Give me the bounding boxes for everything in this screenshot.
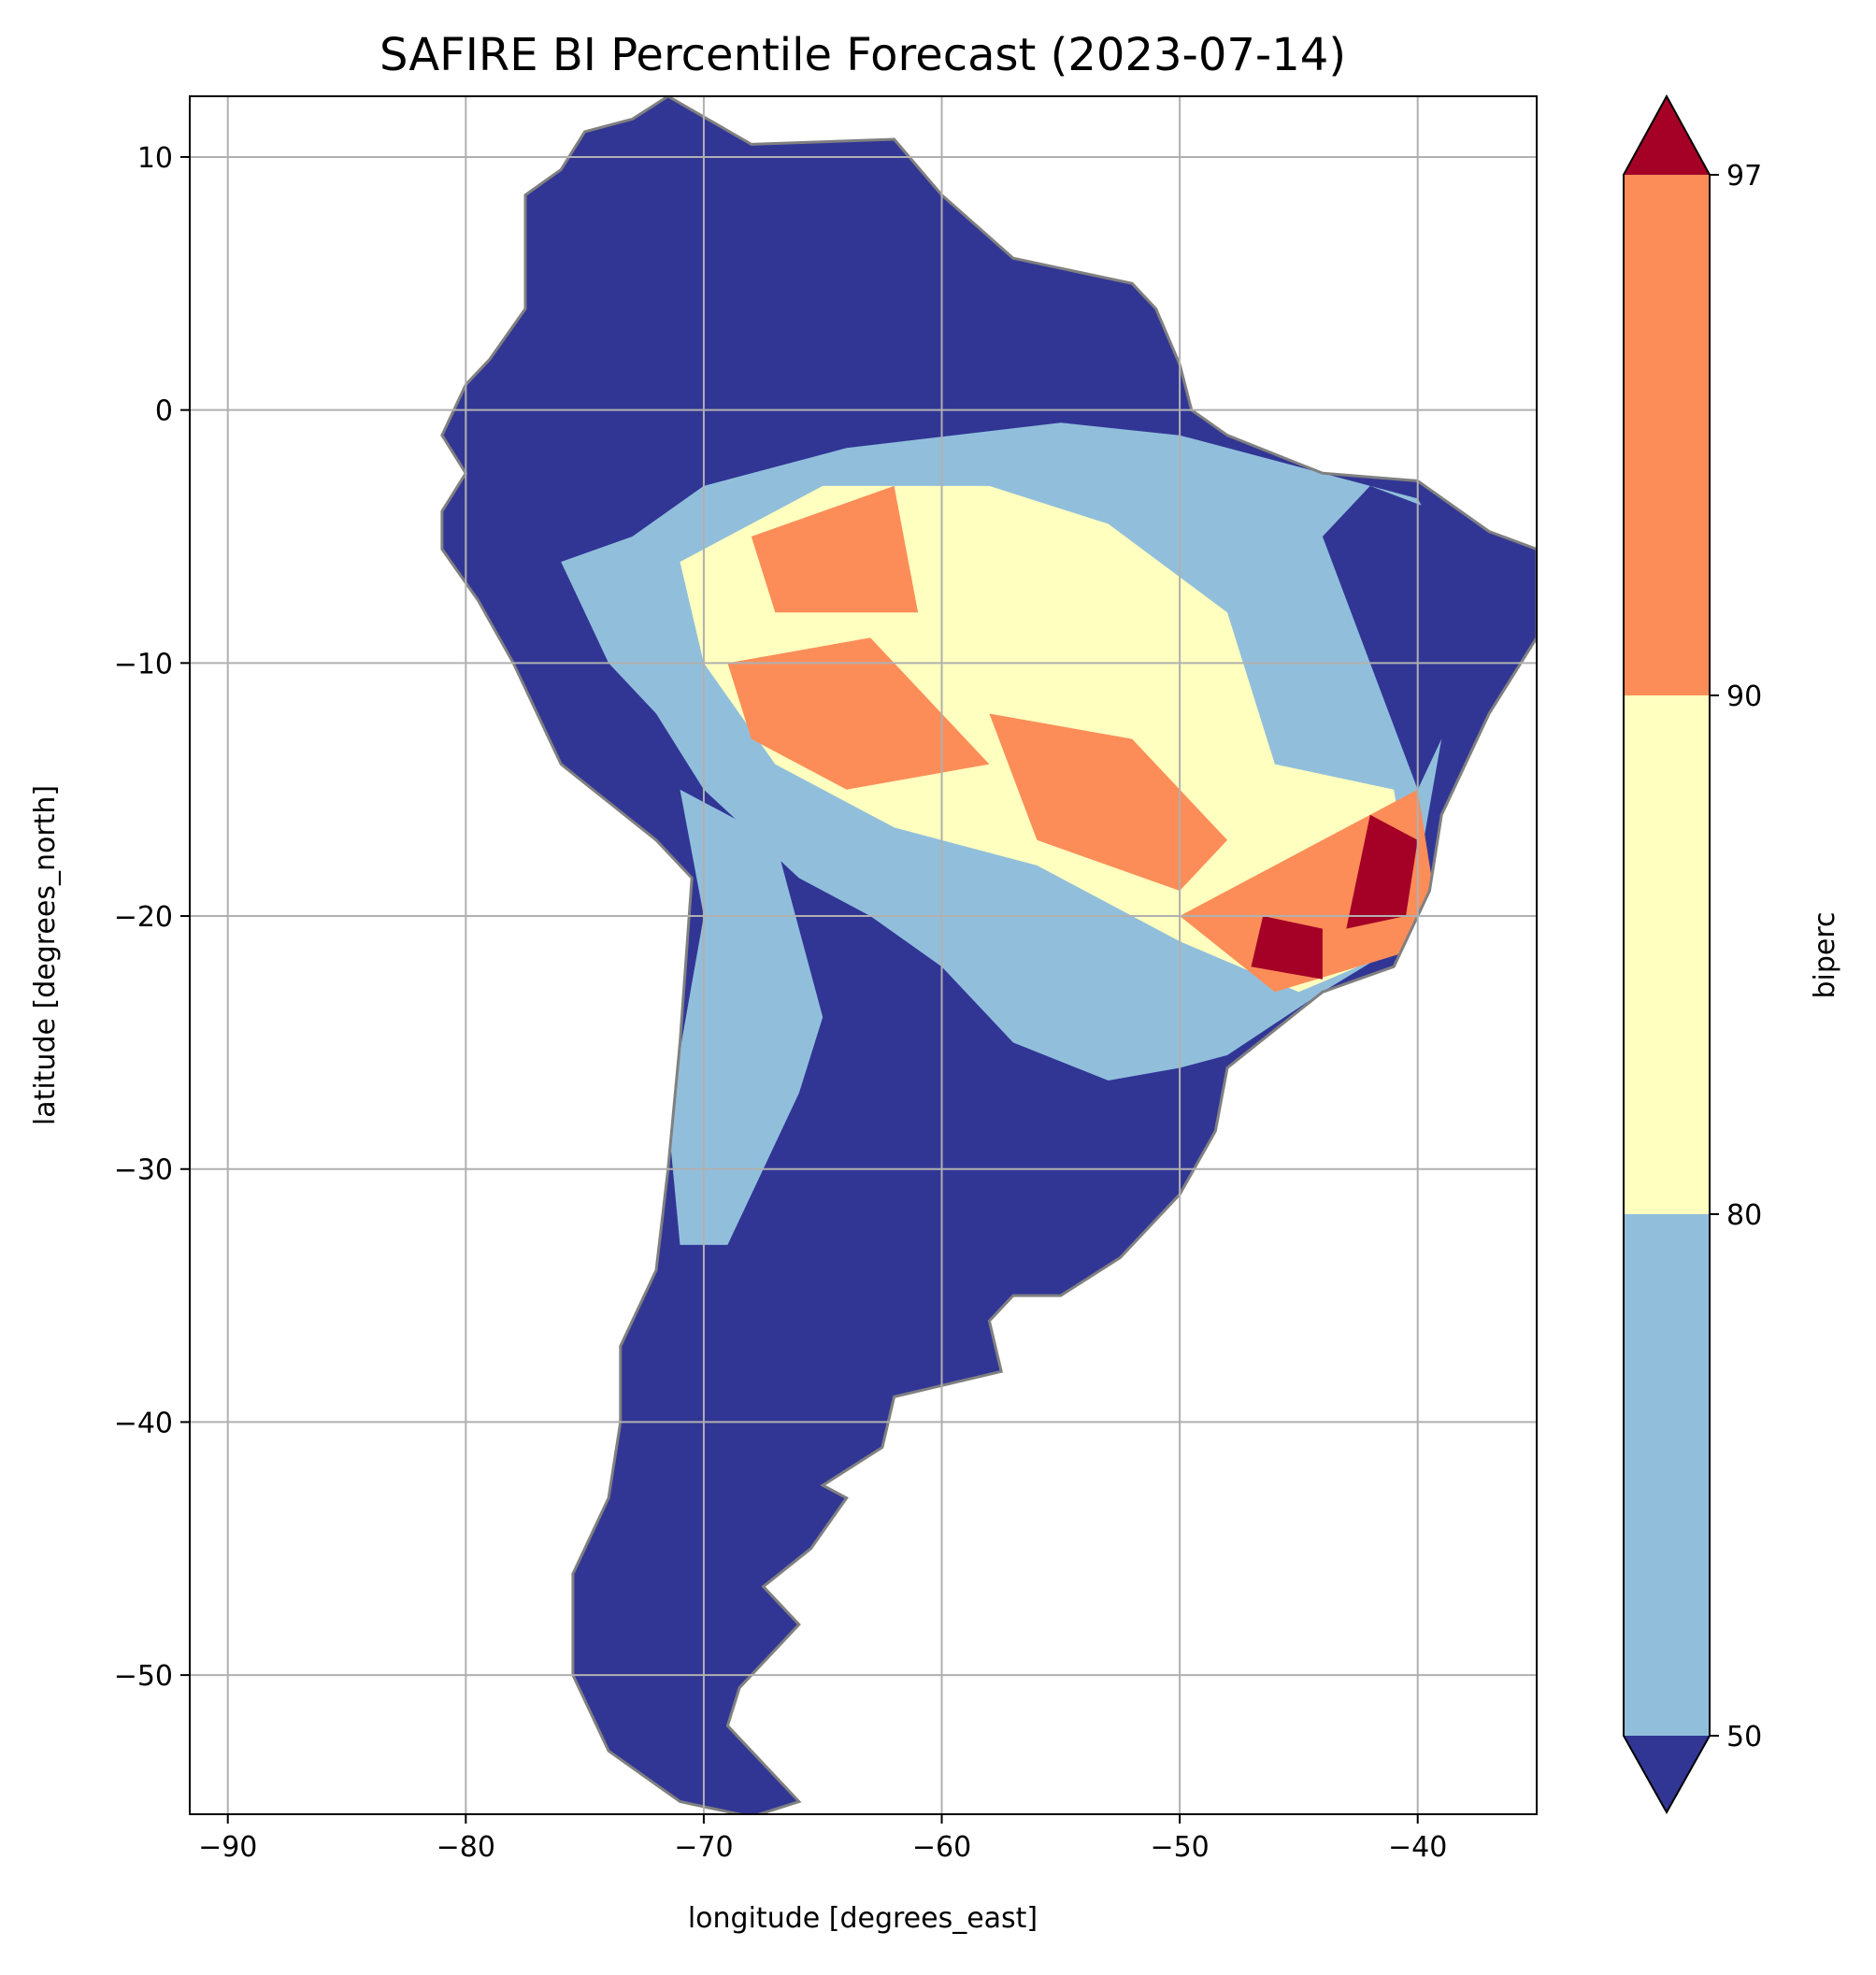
colorbar-band-b90_97 xyxy=(1624,175,1710,695)
y-axis-label: latitude [degrees_north] xyxy=(29,785,62,1125)
x-tick-label: −90 xyxy=(198,1831,257,1864)
x-tick-label: −60 xyxy=(912,1831,971,1864)
region-90-97-b xyxy=(727,637,990,790)
map-area xyxy=(190,96,1537,1814)
chart-title: SAFIRE BI Percentile Forecast (2023-07-1… xyxy=(379,29,1346,81)
y-tick-label: 10 xyxy=(137,142,173,175)
y-tick-label: −40 xyxy=(114,1407,173,1439)
colorbar: 50 80 90 97 xyxy=(1623,93,1762,1815)
region-above-97-a xyxy=(1346,814,1418,929)
colorbar-extend-above xyxy=(1624,96,1710,175)
x-tick-label: −70 xyxy=(674,1831,733,1864)
x-axis-label: longitude [degrees_east] xyxy=(688,1902,1038,1935)
x-tick-label: −40 xyxy=(1388,1831,1447,1864)
colorbar-tick-label: 50 xyxy=(1726,1721,1762,1753)
colorbar-extend-below xyxy=(1624,1736,1710,1812)
x-tick-label: −80 xyxy=(437,1831,495,1864)
region-90-97-c xyxy=(989,713,1227,891)
y-tick-label: −30 xyxy=(114,1154,173,1187)
colorbar-label: biperc xyxy=(1809,911,1841,998)
colorbar-tick-label: 90 xyxy=(1726,680,1762,713)
colorbar-band-b50_80 xyxy=(1624,1214,1710,1736)
axes-frame xyxy=(189,95,1538,1815)
region-above-97-b xyxy=(1251,916,1323,980)
coastline xyxy=(440,96,1537,1814)
colorbar-band-b80_90 xyxy=(1624,695,1710,1214)
y-tick-label: −50 xyxy=(114,1660,173,1693)
andes-50-80 xyxy=(667,789,823,1245)
y-tick-label: 0 xyxy=(155,395,173,428)
x-tick-label: −50 xyxy=(1150,1831,1209,1864)
colorbar-tick-label: 80 xyxy=(1726,1199,1762,1232)
y-tick-label: −10 xyxy=(114,648,173,680)
y-tick-label: −20 xyxy=(114,901,173,934)
colorbar-tick-label: 97 xyxy=(1726,160,1762,193)
region-90-97-a xyxy=(751,485,919,613)
northeast-below-50 xyxy=(1322,485,1537,790)
